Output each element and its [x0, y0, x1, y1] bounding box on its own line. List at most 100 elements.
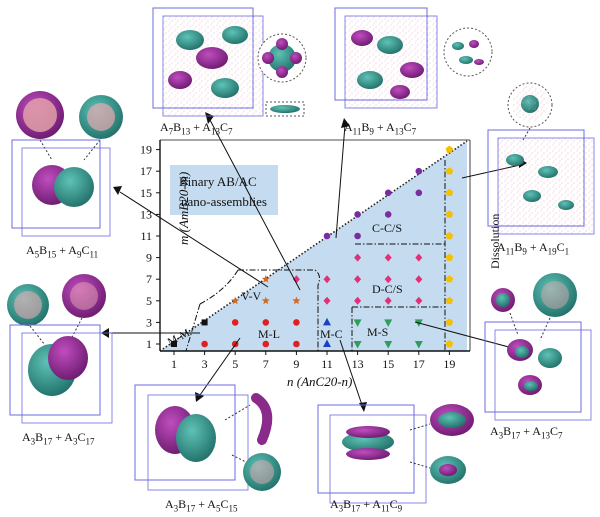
- x-tick-label: 17: [413, 357, 425, 371]
- data-point-m-c: [323, 339, 331, 347]
- y-tick-label: 7: [146, 272, 152, 286]
- x-tick-label: 15: [382, 357, 394, 371]
- data-point-dissolution: [445, 232, 454, 240]
- data-point-c-c-s: [384, 211, 392, 218]
- caption-text: A3B17 + A5C15: [165, 497, 238, 514]
- y-tick-label: 5: [146, 294, 152, 308]
- data-point-c-c-s: [354, 232, 361, 240]
- region-label-v-v: V-V: [241, 289, 262, 303]
- x-tick-label: 9: [293, 357, 299, 371]
- caption-top-left: A7B13 + A13C7: [160, 120, 232, 136]
- caption-bottom-mid: A3B17 + A11C9: [330, 497, 402, 513]
- snapshot-left-lower: [7, 274, 113, 424]
- snapshot-bottom-mid: [317, 404, 474, 504]
- x-tick-label: 5: [232, 357, 238, 371]
- data-point-v-v: [292, 296, 301, 305]
- snapshot-bottom-left: [134, 384, 281, 491]
- data-point-m-l: [231, 319, 239, 326]
- y-tick-label: 3: [146, 315, 152, 329]
- data-point-dissolution: [445, 167, 454, 175]
- y-tick-label: 13: [140, 207, 152, 221]
- caption-text: A3B17 + A11C9: [330, 497, 403, 514]
- snapshot-top-left: [152, 7, 307, 117]
- data-point-d-c-s: [354, 253, 362, 262]
- data-point-m-c: [323, 317, 331, 326]
- snapshot-left-upper: [11, 91, 123, 237]
- data-point-d-c-s: [323, 296, 331, 305]
- caption-left-lower: A3B17 + A3C17: [22, 430, 94, 446]
- data-point-dissolution: [445, 318, 454, 326]
- data-point-m-m: [201, 319, 208, 326]
- data-point-dissolution: [445, 275, 454, 283]
- x-tick-label: 3: [202, 357, 208, 371]
- caption-text: A11B9 + A13C7: [344, 120, 417, 137]
- data-point-m-s: [414, 341, 423, 349]
- data-point-d-c-s: [415, 275, 423, 284]
- title-box: [170, 165, 278, 215]
- data-point-c-c-s: [415, 167, 423, 175]
- diagram-title-line2: nano-assemblies: [181, 194, 267, 209]
- caption-text: A3B17 + A13C7: [490, 424, 563, 441]
- caption-top-mid: A11B9 + A13C7: [344, 120, 416, 136]
- y-tick-label: 9: [146, 251, 152, 265]
- data-point-m-s: [384, 319, 393, 327]
- caption-left-upper: A5B15 + A9C11: [26, 243, 98, 259]
- data-point-d-c-s: [323, 275, 331, 284]
- region-label-cc-s: C-C/S: [372, 221, 402, 235]
- caption-right-upper: A11B9 + A19C1: [497, 240, 569, 256]
- data-point-v-v: [261, 274, 270, 283]
- x-tick-label: 1: [171, 357, 177, 371]
- x-tick-label: 7: [263, 357, 269, 371]
- y-tick-label: 19: [140, 143, 152, 157]
- x-tick-label: 11: [321, 357, 333, 371]
- snapshot-right-upper: [487, 82, 595, 235]
- y-axis-title: m (AmB20-m): [176, 172, 191, 245]
- x-tick-label: 19: [443, 357, 455, 371]
- data-point-m-l: [201, 340, 208, 348]
- data-point-dissolution: [445, 296, 454, 305]
- data-point-m-l: [262, 319, 270, 326]
- x-axis-title: n (AnC20-n): [287, 374, 352, 389]
- data-points: [171, 145, 454, 349]
- data-point-d-c-s: [384, 253, 392, 262]
- data-point-c-c-s: [384, 189, 392, 197]
- data-point-dissolution: [445, 340, 454, 348]
- data-point-dissolution: [445, 210, 454, 218]
- y-tick-label: 15: [140, 186, 152, 200]
- data-point-m-l: [293, 319, 300, 326]
- data-point-dissolution: [445, 188, 454, 197]
- data-point-m-l: [293, 340, 300, 348]
- x-tick-label: 13: [352, 357, 364, 371]
- data-point-m-s: [353, 341, 362, 349]
- snapshot-right-lower: [484, 273, 592, 421]
- y-tick-label: 1: [146, 337, 152, 351]
- data-point-d-c-s: [354, 275, 362, 284]
- region-label-m-l: M-L: [258, 327, 280, 341]
- data-point-d-c-s: [354, 296, 362, 305]
- snapshot-top-mid: [334, 7, 493, 109]
- region-label-d-c-s: D-C/S: [372, 282, 403, 296]
- caption-text: A7B13 + A13C7: [160, 120, 233, 137]
- data-point-c-c-s: [354, 211, 361, 218]
- caption-text: A11B9 + A19C1: [497, 240, 570, 257]
- data-point-dissolution: [445, 253, 454, 261]
- caption-text: A5B15 + A9C11: [26, 243, 99, 260]
- diagram-title-line1: Binary AB/AC: [179, 174, 257, 189]
- data-point-d-c-s: [415, 253, 423, 262]
- data-point-m-s: [353, 319, 362, 327]
- data-point-c-c-s: [323, 232, 331, 240]
- data-point-m-s: [384, 341, 393, 349]
- data-point-d-c-s: [384, 296, 392, 305]
- data-point-v-v: [261, 296, 270, 305]
- data-point-d-c-s: [292, 275, 300, 284]
- data-point-v-v: [231, 296, 240, 305]
- caption-right-lower: A3B17 + A13C7: [490, 424, 562, 440]
- data-point-dissolution: [445, 145, 454, 153]
- y-tick-label: 11: [140, 229, 152, 243]
- y-tick-label: 17: [140, 164, 152, 178]
- region-label-m-c: M-C: [320, 327, 343, 341]
- data-point-d-c-s: [415, 296, 423, 305]
